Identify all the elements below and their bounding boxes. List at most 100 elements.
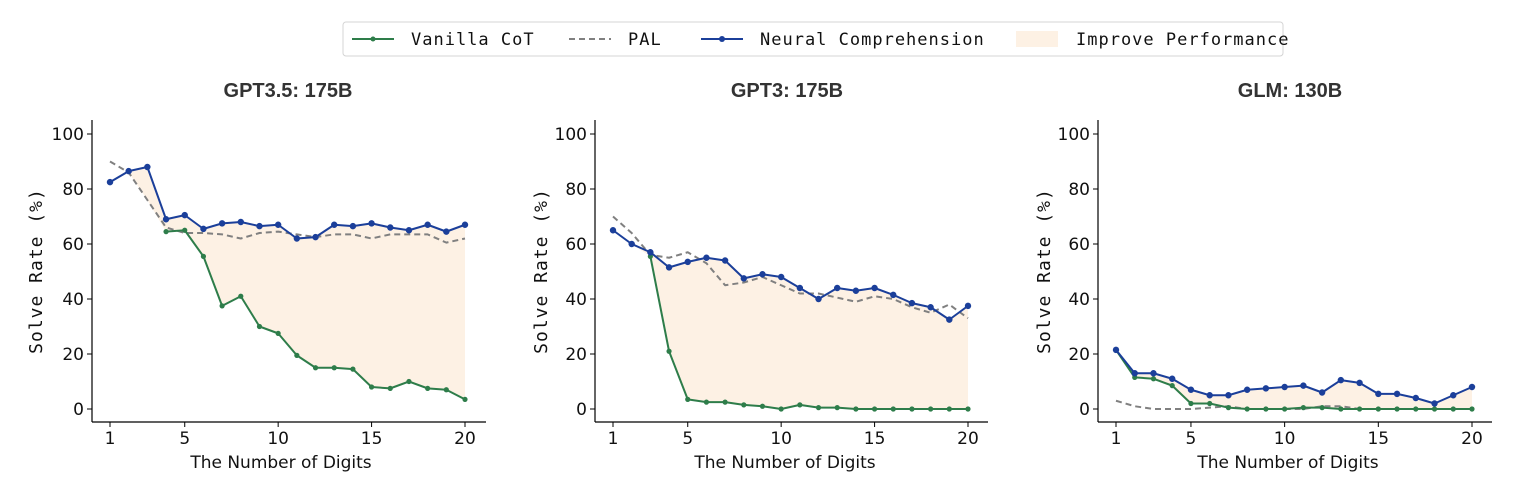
data-point-neural-comprehension — [684, 258, 691, 266]
series-line-vanilla-cot — [1115, 349, 1472, 410]
data-point-vanilla-cot — [219, 303, 225, 309]
data-point-neural-comprehension — [331, 221, 338, 228]
x-tick-label: 10 — [770, 429, 792, 449]
data-point-neural-comprehension — [815, 295, 822, 303]
legend-frame — [342, 21, 1284, 57]
data-point-neural-comprehension — [908, 299, 916, 307]
data-point-neural-comprehension — [1112, 346, 1120, 354]
data-point-neural-comprehension — [443, 228, 450, 235]
data-point-vanilla-cot — [163, 229, 169, 235]
y-axis-label: Solve Rate (%) — [1034, 188, 1055, 354]
x-tick-label: 1 — [1111, 429, 1122, 449]
data-point-neural-comprehension — [777, 273, 785, 281]
data-point-vanilla-cot — [928, 406, 934, 412]
data-point-neural-comprehension — [349, 222, 357, 230]
data-point-vanilla-cot — [1450, 406, 1456, 412]
y-tick-label: 0 — [73, 400, 84, 420]
data-point-neural-comprehension — [256, 222, 263, 230]
series-line-pal — [109, 160, 466, 244]
series-line-vanilla-cot — [649, 256, 968, 410]
data-point-neural-comprehension — [1281, 383, 1288, 391]
data-point-vanilla-cot — [275, 330, 281, 336]
data-point-neural-comprehension — [721, 257, 729, 264]
x-tick-label: 5 — [682, 429, 693, 449]
data-point-vanilla-cot — [1469, 406, 1475, 412]
data-point-neural-comprehension — [405, 227, 413, 234]
data-point-neural-comprehension — [1337, 376, 1345, 384]
y-tick-label: 0 — [1079, 400, 1090, 420]
x-tick-label: 20 — [1461, 429, 1483, 449]
data-point-vanilla-cot — [965, 406, 971, 412]
data-point-neural-comprehension — [740, 275, 747, 282]
data-point-neural-comprehension — [125, 167, 132, 175]
legend: Vanilla CoT PAL Neural Comprehension Imp… — [342, 21, 1288, 57]
x-axis-label: The Number of Digits — [189, 453, 371, 473]
data-point-vanilla-cot — [834, 405, 840, 411]
data-point-neural-comprehension — [1187, 386, 1195, 393]
data-point-neural-comprehension — [927, 304, 934, 311]
legend-label-pal: PAL — [628, 30, 662, 50]
y-tick-label: 100 — [555, 125, 587, 145]
data-point-vanilla-cot — [1244, 406, 1250, 412]
data-point-vanilla-cot — [853, 406, 859, 412]
chart-title: GPT3.5: 175B — [224, 80, 353, 102]
y-axis-label: Solve Rate (%) — [26, 188, 47, 354]
data-point-vanilla-cot — [759, 403, 766, 409]
data-point-neural-comprehension — [871, 284, 878, 292]
x-axis-label: The Number of Digits — [1196, 453, 1378, 473]
improve-performance-area — [110, 167, 465, 400]
data-point-vanilla-cot — [797, 402, 803, 408]
y-tick-label: 60 — [62, 235, 84, 255]
data-point-neural-comprehension — [387, 224, 394, 231]
data-point-vanilla-cot — [312, 365, 319, 371]
data-point-vanilla-cot — [1338, 406, 1344, 412]
data-point-vanilla-cot — [238, 293, 244, 299]
data-point-vanilla-cot — [294, 352, 300, 358]
legend-marker-neural-comprehension — [719, 36, 725, 42]
data-point-neural-comprehension — [368, 220, 375, 227]
data-point-neural-comprehension — [1450, 392, 1457, 399]
data-point-vanilla-cot — [368, 384, 375, 390]
data-point-vanilla-cot — [666, 348, 672, 354]
data-point-vanilla-cot — [1263, 406, 1269, 412]
data-point-neural-comprehension — [1431, 400, 1438, 407]
chart-title: GPT3: 175B — [731, 80, 843, 102]
legend-marker-vanilla-cot — [370, 36, 376, 42]
data-point-vanilla-cot — [815, 405, 822, 411]
data-point-neural-comprehension — [461, 221, 469, 228]
x-tick-label: 5 — [1186, 429, 1197, 449]
x-tick-label: 15 — [864, 429, 886, 449]
data-point-vanilla-cot — [1394, 406, 1400, 412]
x-tick-label: 5 — [179, 429, 190, 449]
series-line-neural-comprehension — [109, 166, 466, 240]
data-point-neural-comprehension — [1318, 389, 1326, 396]
data-point-neural-comprehension — [647, 249, 654, 256]
data-point-neural-comprehension — [274, 221, 282, 228]
data-point-vanilla-cot — [909, 406, 915, 412]
data-point-neural-comprehension — [665, 264, 673, 271]
chart-title: GLM: 130B — [1238, 80, 1342, 102]
data-point-neural-comprehension — [1169, 375, 1176, 382]
data-point-neural-comprehension — [1393, 390, 1401, 398]
y-tick-label: 40 — [1068, 290, 1090, 310]
data-point-vanilla-cot — [1225, 405, 1232, 411]
data-point-vanilla-cot — [890, 406, 896, 412]
data-point-neural-comprehension — [1150, 370, 1157, 377]
data-point-vanilla-cot — [871, 406, 878, 412]
x-tick-label: 10 — [1274, 429, 1296, 449]
data-point-neural-comprehension — [106, 178, 114, 186]
data-point-vanilla-cot — [331, 365, 337, 371]
data-point-neural-comprehension — [609, 227, 617, 234]
data-point-vanilla-cot — [685, 396, 691, 402]
y-tick-label: 60 — [565, 235, 587, 255]
series-line-pal — [612, 215, 969, 320]
chart-panel-gpt3: GPT3: 175B The Number of Digits Solve Ra… — [531, 80, 988, 473]
data-point-vanilla-cot — [946, 406, 952, 412]
data-point-vanilla-cot — [462, 396, 468, 402]
x-tick-label: 15 — [361, 429, 383, 449]
data-point-vanilla-cot — [1413, 406, 1419, 412]
data-point-vanilla-cot — [350, 366, 356, 372]
data-point-neural-comprehension — [200, 225, 207, 233]
